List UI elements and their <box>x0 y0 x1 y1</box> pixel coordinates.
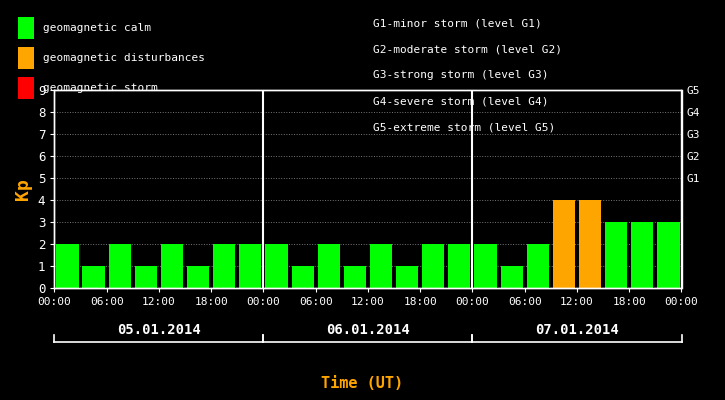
Bar <box>265 244 288 288</box>
Bar <box>605 222 627 288</box>
Bar <box>579 200 601 288</box>
Bar <box>448 244 471 288</box>
Text: G3-strong storm (level G3): G3-strong storm (level G3) <box>373 70 549 80</box>
Bar <box>318 244 340 288</box>
Bar <box>344 266 366 288</box>
Text: G5-extreme storm (level G5): G5-extreme storm (level G5) <box>373 122 555 132</box>
Bar <box>161 244 183 288</box>
Bar <box>187 266 210 288</box>
Y-axis label: Kp: Kp <box>14 178 33 200</box>
Bar <box>83 266 104 288</box>
Bar <box>135 266 157 288</box>
Bar <box>631 222 653 288</box>
Text: 07.01.2014: 07.01.2014 <box>535 323 619 337</box>
Bar <box>474 244 497 288</box>
Text: G1-minor storm (level G1): G1-minor storm (level G1) <box>373 18 542 28</box>
Text: 06.01.2014: 06.01.2014 <box>326 323 410 337</box>
Bar <box>552 200 575 288</box>
Bar <box>291 266 314 288</box>
Bar <box>213 244 236 288</box>
Bar <box>370 244 392 288</box>
Text: Time (UT): Time (UT) <box>321 376 404 392</box>
Bar <box>422 244 444 288</box>
Text: geomagnetic storm: geomagnetic storm <box>43 83 157 93</box>
Bar <box>526 244 549 288</box>
Text: geomagnetic calm: geomagnetic calm <box>43 23 151 33</box>
Text: geomagnetic disturbances: geomagnetic disturbances <box>43 53 204 63</box>
Text: G2-moderate storm (level G2): G2-moderate storm (level G2) <box>373 44 563 54</box>
Bar <box>239 244 262 288</box>
Bar <box>57 244 78 288</box>
Bar <box>109 244 130 288</box>
Bar <box>396 266 418 288</box>
Text: G4-severe storm (level G4): G4-severe storm (level G4) <box>373 96 549 106</box>
Text: 05.01.2014: 05.01.2014 <box>117 323 201 337</box>
Bar <box>500 266 523 288</box>
Bar <box>658 222 679 288</box>
